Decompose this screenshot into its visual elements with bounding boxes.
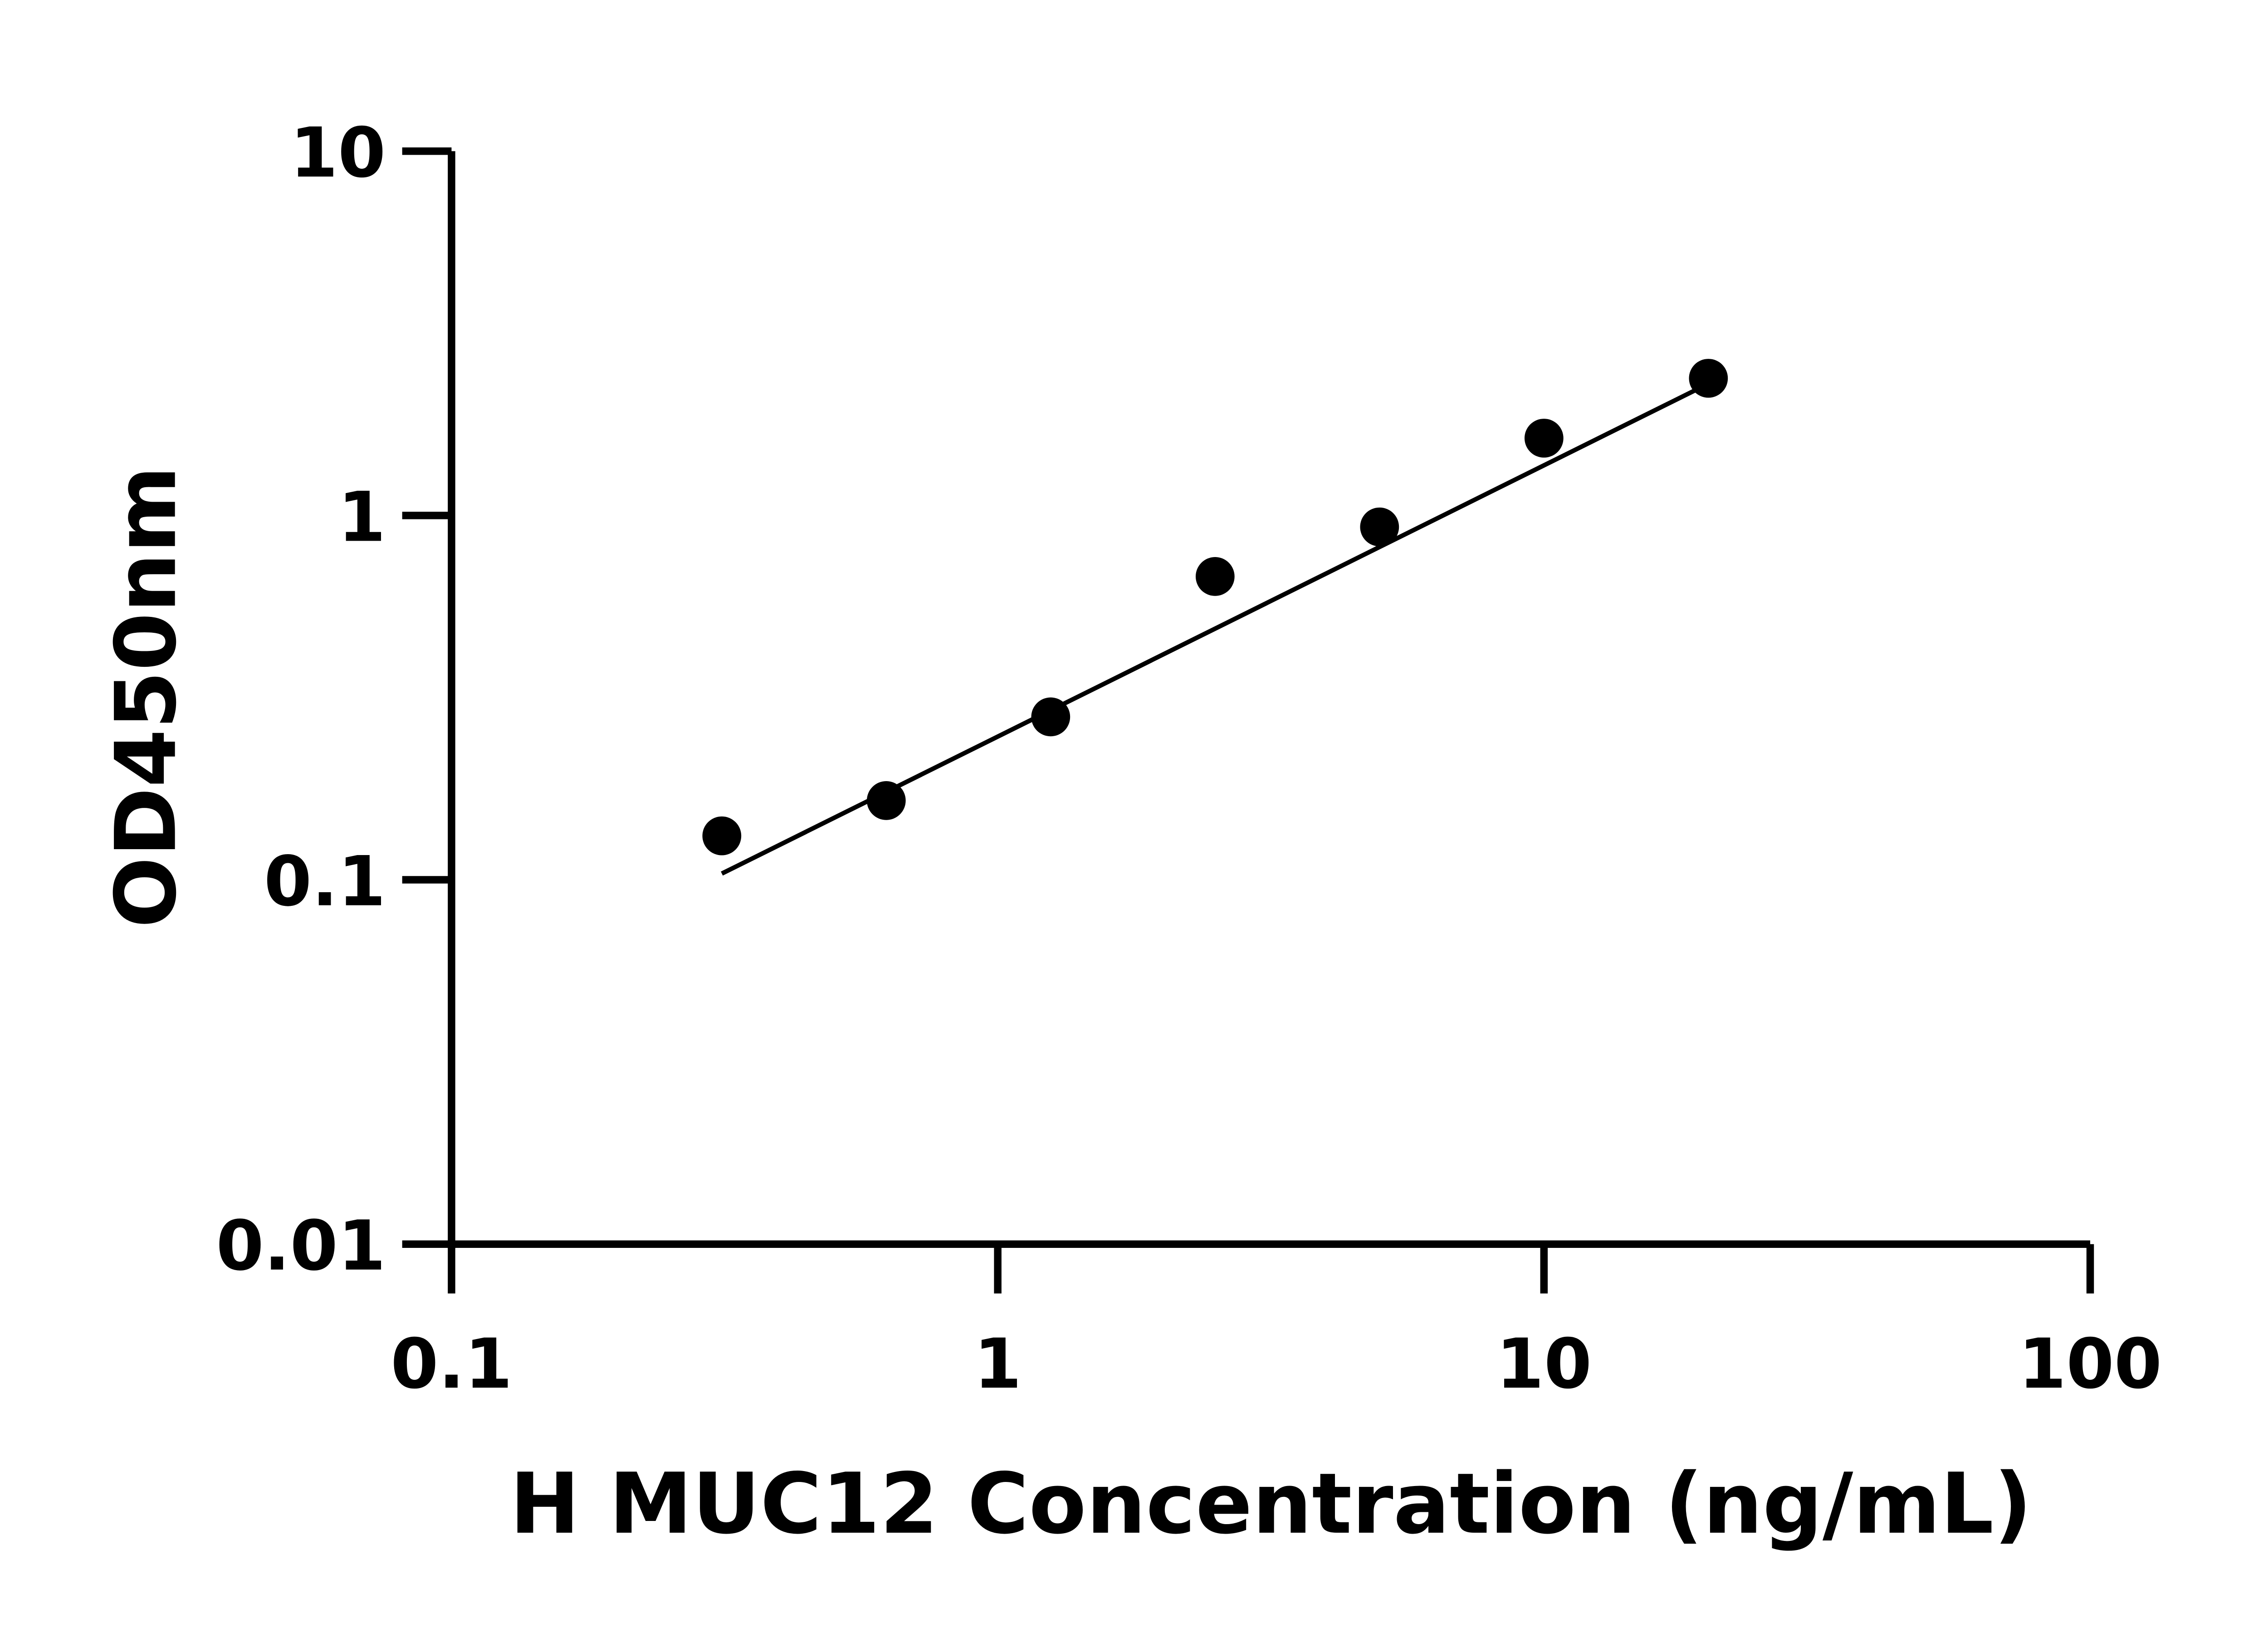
data-point xyxy=(1031,697,1070,737)
x-tick-label: 10 xyxy=(1496,1324,1592,1404)
x-tick-label: 100 xyxy=(2019,1324,2162,1404)
data-point xyxy=(702,816,742,856)
data-point xyxy=(1524,419,1564,458)
x-tick-label: 1 xyxy=(974,1324,1022,1404)
y-axis-label: OD450nm xyxy=(98,466,195,928)
data-point xyxy=(1195,557,1235,596)
x-tick-label: 0.1 xyxy=(391,1324,513,1404)
y-tick-label: 10 xyxy=(290,112,386,193)
y-tick-label: 0.1 xyxy=(264,841,386,922)
x-axis-label: H MUC12 Concentration (ng/mL) xyxy=(510,1455,2032,1553)
axes xyxy=(447,151,2091,1249)
y-tick-label: 1 xyxy=(338,477,386,557)
y-tick-label: 0.01 xyxy=(216,1206,386,1286)
data-point xyxy=(1360,507,1399,547)
data-points xyxy=(702,359,1728,856)
data-point xyxy=(1689,359,1728,398)
data-point xyxy=(866,781,906,820)
